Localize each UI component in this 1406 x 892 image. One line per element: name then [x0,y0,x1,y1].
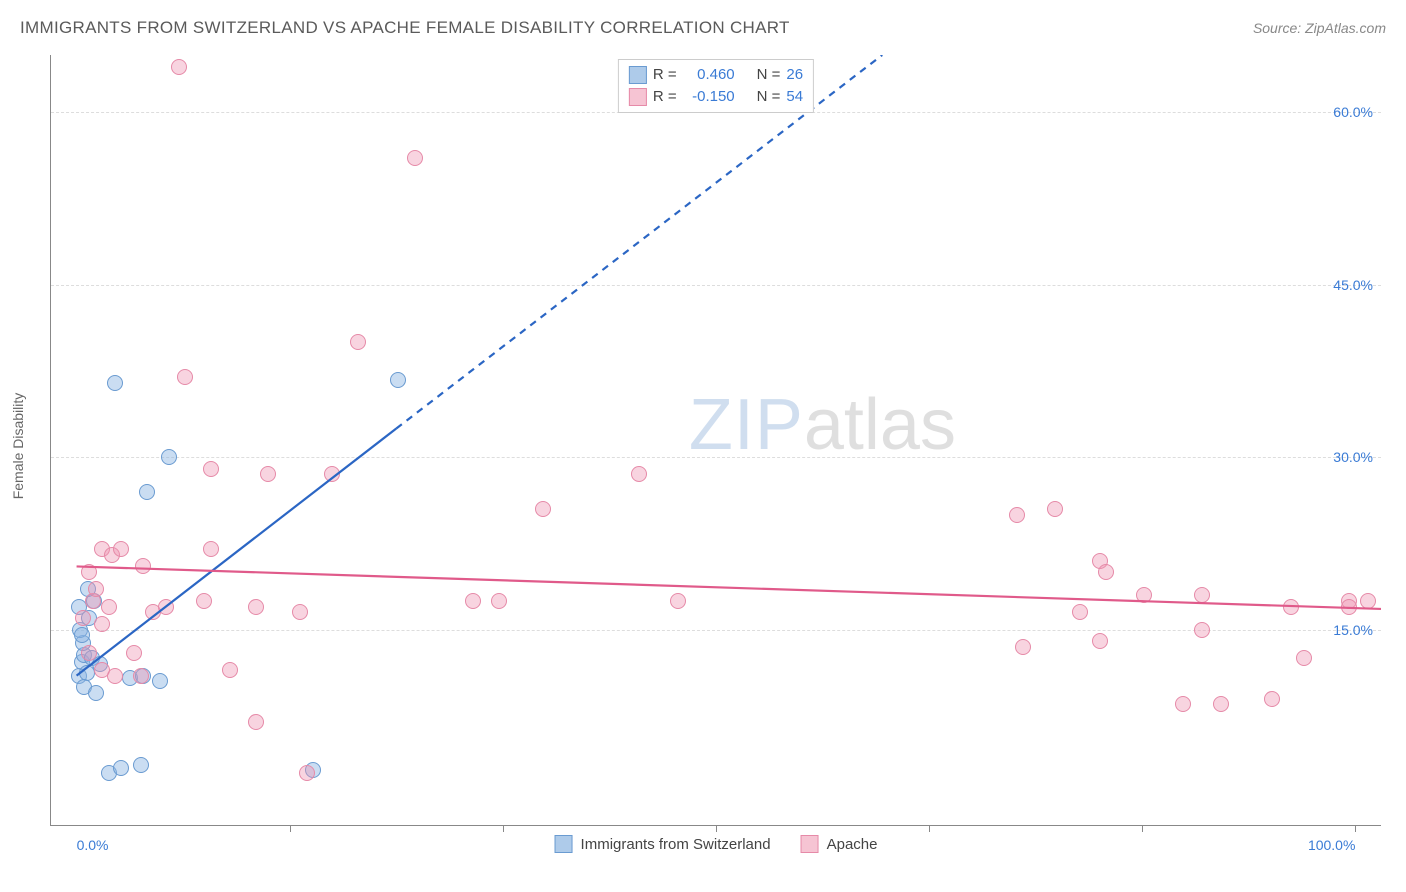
point-apache [203,461,219,477]
point-apache [1213,696,1229,712]
point-apache [1175,696,1191,712]
point-apache [407,150,423,166]
point-apache [1341,599,1357,615]
point-apache [299,765,315,781]
point-apache [75,610,91,626]
point-apache [107,668,123,684]
y-tick-label: 45.0% [1333,277,1373,293]
point-apache [158,599,174,615]
point-apache [196,593,212,609]
watermark-zip: ZIP [689,385,804,465]
n-label: N = [757,64,781,86]
point-apache [1194,587,1210,603]
legend-item-apache: Apache [801,835,878,853]
point-apache [126,645,142,661]
point-apache [1360,593,1376,609]
point-switzerland [88,685,104,701]
legend-label: Apache [827,836,878,853]
point-apache [133,668,149,684]
y-tick-label: 15.0% [1333,622,1373,638]
legend-row-switzerland: R = 0.460 N = 26 [629,64,803,86]
point-apache [113,541,129,557]
point-switzerland [107,375,123,391]
point-apache [1283,599,1299,615]
title-bar: IMMIGRANTS FROM SWITZERLAND VS APACHE FE… [20,18,1386,38]
swatch-apache [801,835,819,853]
point-apache [491,593,507,609]
r-label: R = [653,86,677,108]
r-value: -0.150 [683,86,735,108]
point-apache [248,714,264,730]
point-switzerland [390,372,406,388]
point-switzerland [161,449,177,465]
point-apache [465,593,481,609]
point-apache [81,645,97,661]
point-apache [1194,622,1210,638]
n-value: 54 [786,86,803,108]
point-apache [535,501,551,517]
x-tick [716,825,717,832]
gridline-h [51,285,1381,286]
legend-series: Immigrants from Switzerland Apache [555,835,878,853]
point-apache [1264,691,1280,707]
x-tick-label: 0.0% [77,837,109,853]
point-apache [1047,501,1063,517]
point-apache [101,599,117,615]
plot-area: ZIPatlas R = 0.460 N = 26 R = -0.150 N =… [50,55,1381,826]
point-apache [670,593,686,609]
swatch-apache [629,88,647,106]
point-switzerland [139,484,155,500]
y-tick-label: 30.0% [1333,449,1373,465]
point-apache [1072,604,1088,620]
r-value: 0.460 [683,64,735,86]
point-apache [324,466,340,482]
swatch-switzerland [555,835,573,853]
gridline-h [51,630,1381,631]
x-tick [1355,825,1356,832]
point-switzerland [113,760,129,776]
point-apache [1136,587,1152,603]
n-value: 26 [786,64,803,86]
point-apache [1009,507,1025,523]
point-apache [171,59,187,75]
point-apache [350,334,366,350]
x-tick [929,825,930,832]
point-apache [177,369,193,385]
point-apache [260,466,276,482]
x-tick-label: 100.0% [1308,837,1355,853]
r-label: R = [653,64,677,86]
point-apache [1092,633,1108,649]
point-apache [88,581,104,597]
watermark-atlas: atlas [804,385,956,465]
x-tick [290,825,291,832]
point-apache [81,564,97,580]
point-apache [1098,564,1114,580]
n-label: N = [757,86,781,108]
legend-row-apache: R = -0.150 N = 54 [629,86,803,108]
point-switzerland [74,627,90,643]
watermark: ZIPatlas [689,384,956,466]
y-axis-label: Female Disability [10,393,26,500]
point-apache [203,541,219,557]
legend-label: Immigrants from Switzerland [581,836,771,853]
point-apache [292,604,308,620]
point-apache [1015,639,1031,655]
x-tick [503,825,504,832]
point-apache [222,662,238,678]
y-tick-label: 60.0% [1333,104,1373,120]
x-tick [1142,825,1143,832]
gridline-h [51,457,1381,458]
legend-item-switzerland: Immigrants from Switzerland [555,835,771,853]
point-apache [631,466,647,482]
point-apache [248,599,264,615]
point-apache [1296,650,1312,666]
source-label: Source: ZipAtlas.com [1253,20,1386,36]
legend-correlation: R = 0.460 N = 26 R = -0.150 N = 54 [618,59,814,113]
point-apache [94,616,110,632]
chart-title: IMMIGRANTS FROM SWITZERLAND VS APACHE FE… [20,18,790,38]
swatch-switzerland [629,66,647,84]
point-apache [135,558,151,574]
point-switzerland [152,673,168,689]
point-switzerland [133,757,149,773]
